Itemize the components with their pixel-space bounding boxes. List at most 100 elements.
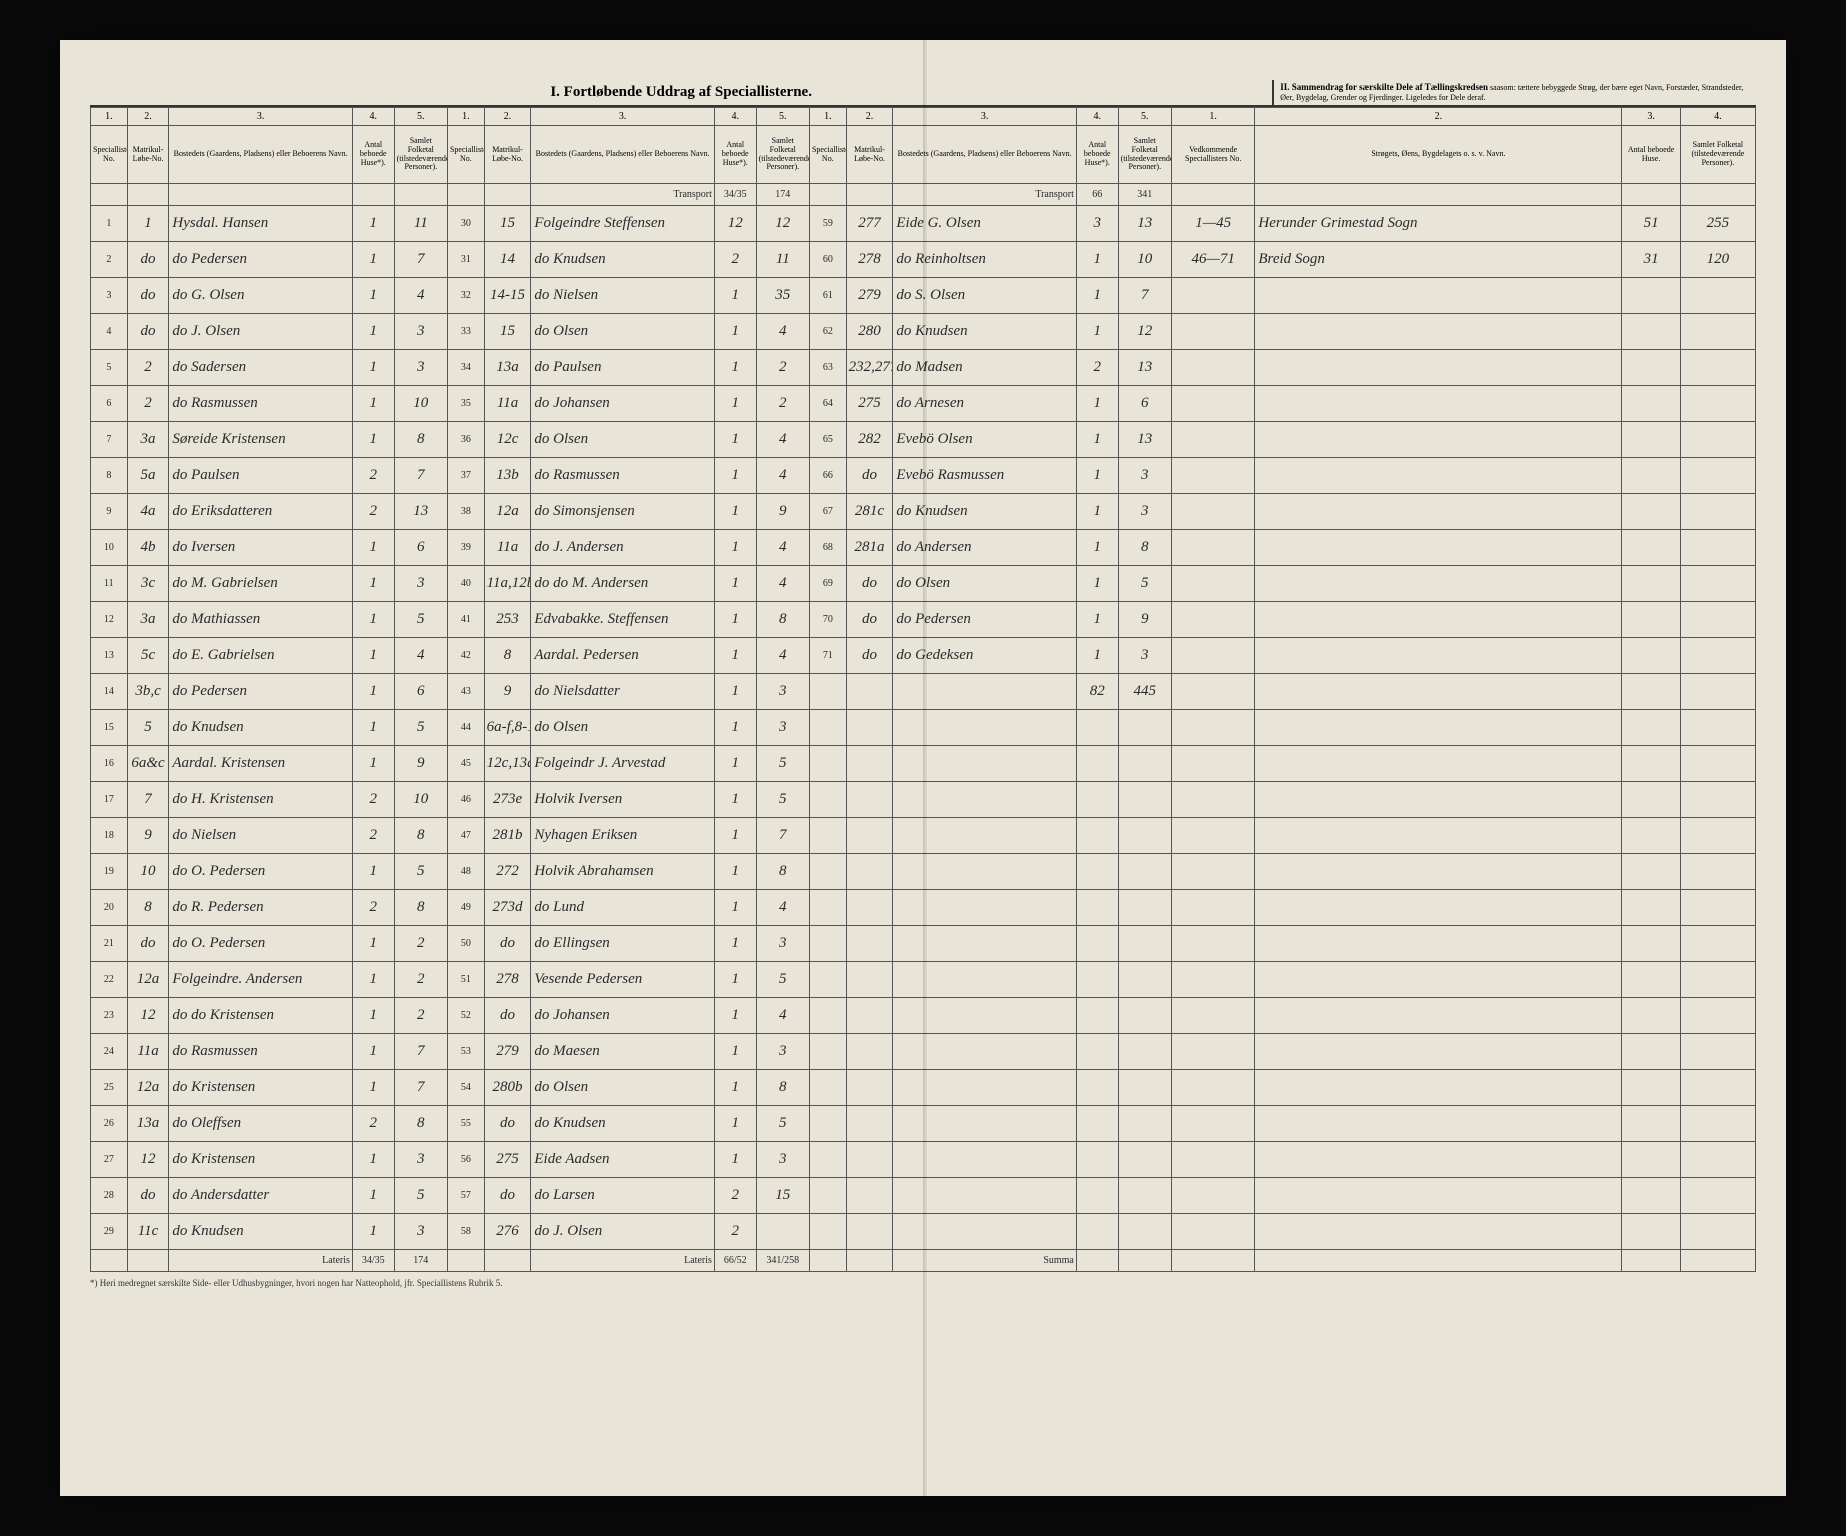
section-ii-title: II. Sammendrag for særskilte Dele af Tæl… [1272, 80, 1756, 105]
summary-houses [1622, 926, 1680, 962]
row-no: 7 [91, 422, 128, 458]
summary-range [1171, 1034, 1254, 1070]
lateris-row: Lateris34/35174Lateris66/52341/258Summa [91, 1250, 1756, 1272]
matr-no: do [846, 602, 893, 638]
cell [846, 710, 893, 746]
persons: 4 [394, 278, 447, 314]
cell [127, 184, 169, 206]
cell [127, 1250, 169, 1272]
cell [893, 710, 1077, 746]
row-no: 10 [91, 530, 128, 566]
name: do do Kristensen [169, 998, 353, 1034]
name: Vesende Pedersen [531, 962, 715, 998]
cell [91, 1250, 128, 1272]
table-row: 4dodo J. Olsen133315do Olsen1462280do Kn… [91, 314, 1756, 350]
ledger-page: I. Fortløbende Uddrag af Speciallisterne… [60, 40, 1786, 1496]
name: do Larsen [531, 1178, 715, 1214]
name: do Arnesen [893, 386, 1077, 422]
cell [893, 890, 1077, 926]
name: do Lund [531, 890, 715, 926]
persons: 6 [394, 530, 447, 566]
houses: 1 [1076, 422, 1118, 458]
name: Evebö Olsen [893, 422, 1077, 458]
cell [809, 998, 846, 1034]
row-no: 57 [447, 1178, 484, 1214]
row-no: 2 [91, 242, 128, 278]
name: do Mathiassen [169, 602, 353, 638]
name: do Olsen [531, 1070, 715, 1106]
row-no: 22 [91, 962, 128, 998]
houses: 1 [714, 890, 756, 926]
cell [809, 710, 846, 746]
summary-name [1255, 386, 1622, 422]
matr-no: 5 [127, 710, 169, 746]
persons: 7 [1118, 278, 1171, 314]
matr-no: 280b [484, 1070, 531, 1106]
persons [756, 1214, 809, 1250]
matr-no: do [484, 998, 531, 1034]
summary-houses [1622, 782, 1680, 818]
persons: 4 [756, 458, 809, 494]
summary-range [1171, 1070, 1254, 1106]
cell [809, 854, 846, 890]
persons: 7 [394, 242, 447, 278]
row-no: 19 [91, 854, 128, 890]
row-no: 12 [91, 602, 128, 638]
houses: 1 [352, 566, 394, 602]
cell [1076, 1142, 1118, 1178]
row-no: 63 [809, 350, 846, 386]
persons: 4 [756, 530, 809, 566]
matr-no: 8 [127, 890, 169, 926]
matr-no: do [127, 314, 169, 350]
houses: 1 [714, 314, 756, 350]
persons: 3 [394, 314, 447, 350]
matr-no: 11c [127, 1214, 169, 1250]
summary-range [1171, 998, 1254, 1034]
matr-no: 3b,c [127, 674, 169, 710]
summary-houses [1622, 1142, 1680, 1178]
row-no: 38 [447, 494, 484, 530]
cell: 34/35 [352, 1250, 394, 1272]
row-no: 23 [91, 998, 128, 1034]
cell [893, 1106, 1077, 1142]
summary-name [1255, 674, 1622, 710]
cell [447, 184, 484, 206]
cell [1118, 1214, 1171, 1250]
name: Holvik Abrahamsen [531, 854, 715, 890]
row-no: 45 [447, 746, 484, 782]
persons: 8 [394, 890, 447, 926]
cell [893, 998, 1077, 1034]
row-no: 39 [447, 530, 484, 566]
matr-no: 9 [127, 818, 169, 854]
cell [1118, 962, 1171, 998]
cell [893, 926, 1077, 962]
cell [846, 1142, 893, 1178]
persons: 8 [756, 1070, 809, 1106]
summary-houses [1622, 638, 1680, 674]
cell [1076, 926, 1118, 962]
summary-name [1255, 422, 1622, 458]
cell [846, 184, 893, 206]
summary-persons [1680, 962, 1755, 998]
matr-no: 9 [484, 674, 531, 710]
houses: 1 [1076, 386, 1118, 422]
table-row: 177do H. Kristensen21046273eHolvik Ivers… [91, 782, 1756, 818]
name: do M. Gabrielsen [169, 566, 353, 602]
name: do Pedersen [893, 602, 1077, 638]
cell: 66/52 [714, 1250, 756, 1272]
persons: 4 [394, 638, 447, 674]
name: Aardal. Pedersen [531, 638, 715, 674]
matr-no: 13a [484, 350, 531, 386]
houses: 1 [352, 350, 394, 386]
row-no: 27 [91, 1142, 128, 1178]
table-row: 135cdo E. Gabrielsen14428Aardal. Pederse… [91, 638, 1756, 674]
houses: 2 [352, 818, 394, 854]
cell [846, 1070, 893, 1106]
summary-name [1255, 458, 1622, 494]
cell [1171, 184, 1254, 206]
name: Holvik Iversen [531, 782, 715, 818]
summary-name [1255, 530, 1622, 566]
row-no: 32 [447, 278, 484, 314]
cell [846, 1214, 893, 1250]
row-no: 16 [91, 746, 128, 782]
